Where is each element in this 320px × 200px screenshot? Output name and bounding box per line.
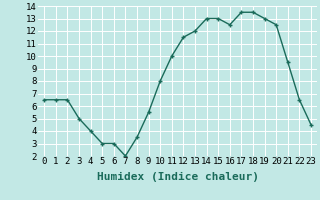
X-axis label: Humidex (Indice chaleur): Humidex (Indice chaleur)	[97, 172, 259, 182]
